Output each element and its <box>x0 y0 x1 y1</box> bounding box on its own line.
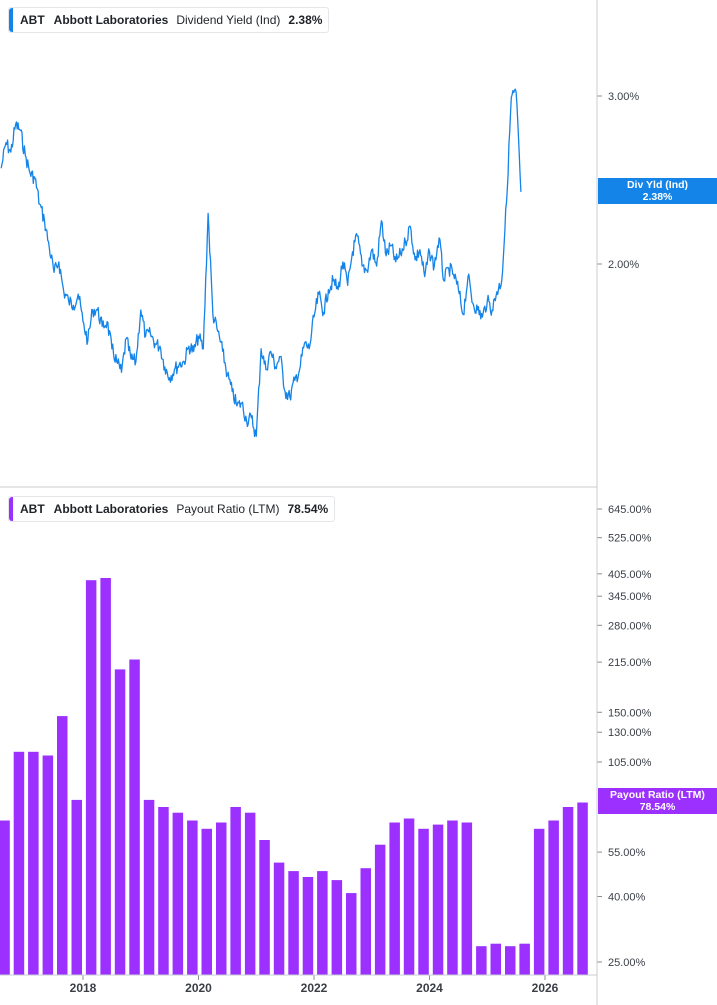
y-tick-label: 55.00% <box>608 847 646 859</box>
dividend-yield-swatch <box>9 8 13 32</box>
payout-ratio-bar <box>519 943 530 975</box>
x-tick-label: 2022 <box>301 981 328 995</box>
x-axis: 2018 2020 2022 2024 2026 <box>70 975 559 995</box>
x-tick-label: 2024 <box>416 981 443 995</box>
dividend-yield-legend[interactable]: ABT Abbott Laboratories Dividend Yield (… <box>8 7 330 33</box>
y-tick-label: 645.00% <box>608 504 652 516</box>
dividend-yield-line <box>0 88 522 438</box>
payout-ratio-bar <box>476 946 487 975</box>
y-tick-label: 40.00% <box>608 891 646 903</box>
x-tick-label: 2020 <box>185 981 212 995</box>
payout-ratio-bar <box>533 828 545 975</box>
payout-ratio-bar <box>562 807 574 975</box>
payout-ratio-bar <box>57 716 68 975</box>
legend-ticker: ABT <box>20 13 45 27</box>
payout-ratio-bar <box>216 822 227 975</box>
dividend-yield-value-tag: Div Yld (Ind) 2.38% <box>598 177 717 204</box>
tag-value: 78.54% <box>639 801 676 814</box>
payout-ratio-value-tag: Payout Ratio (LTM) 78.54% <box>598 788 717 815</box>
y-tick-label: 405.00% <box>608 569 652 581</box>
payout-ratio-bar <box>577 802 588 975</box>
payout-ratio-bar <box>288 871 299 975</box>
y-tick-label: 3.00% <box>608 91 639 103</box>
payout-ratio-bar <box>374 844 386 975</box>
payout-ratio-bar <box>143 799 155 975</box>
x-tick-label: 2018 <box>70 981 97 995</box>
payout-ratio-bar <box>13 751 25 975</box>
payout-ratio-bar <box>129 659 140 975</box>
payout-ratio-bar <box>172 812 184 975</box>
payout-ratio-bar <box>490 943 501 975</box>
payout-ratio-panel: 645.00% 525.00% 405.00% 345.00% 280.00% 215.0… <box>0 504 652 975</box>
payout-ratio-bar <box>505 946 516 975</box>
payout-ratio-bar <box>201 828 212 975</box>
payout-ratio-bar <box>28 751 39 975</box>
legend-metric: Payout Ratio (LTM) <box>176 502 280 516</box>
tag-value: 2.38% <box>642 190 673 203</box>
y-tick-label: 280.00% <box>608 620 652 632</box>
y-tick-label: 105.00% <box>608 757 652 769</box>
payout-ratio-bar <box>346 893 357 975</box>
legend-value: 78.54% <box>287 502 329 516</box>
payout-ratio-legend[interactable]: ABT Abbott Laboratories Payout Ratio (LT… <box>8 496 336 522</box>
dividend-yield-panel: 3.00% 2.00% <box>0 88 639 438</box>
payout-ratio-bar <box>317 871 328 975</box>
payout-ratio-bar <box>114 669 126 975</box>
payout-ratio-bar <box>548 820 559 975</box>
tag-label: Payout Ratio (LTM) <box>610 789 705 802</box>
y-tick-label: 25.00% <box>608 957 646 969</box>
payout-ratio-bar <box>259 840 270 975</box>
legend-company: Abbott Laboratories <box>53 502 169 516</box>
legend-ticker: ABT <box>20 502 45 516</box>
payout-ratio-bar <box>244 812 256 975</box>
legend-metric: Dividend Yield (Ind) <box>176 13 281 27</box>
y-tick-label: 525.00% <box>608 533 652 545</box>
payout-ratio-bar <box>230 807 241 975</box>
payout-ratio-bar <box>85 580 97 975</box>
x-tick-label: 2026 <box>532 981 559 995</box>
payout-ratio-swatch <box>9 497 13 521</box>
payout-ratio-bar <box>100 578 111 975</box>
payout-ratio-bar <box>0 820 10 975</box>
y-tick-label: 130.00% <box>608 727 652 739</box>
tag-label: Div Yld (Ind) <box>626 178 689 191</box>
payout-ratio-bar <box>360 868 371 975</box>
payout-ratio-bar <box>418 828 429 975</box>
payout-ratio-bar <box>71 799 82 975</box>
y-tick-label: 345.00% <box>608 591 652 603</box>
payout-ratio-bar <box>302 877 314 975</box>
y-tick-label: 215.00% <box>608 657 652 669</box>
payout-ratio-bar <box>187 820 198 975</box>
legend-value: 2.38% <box>288 13 323 27</box>
payout-ratio-bar <box>273 862 285 975</box>
payout-ratio-bar <box>447 820 458 975</box>
payout-ratio-bar <box>42 755 54 975</box>
y-tick-label: 2.00% <box>608 259 639 271</box>
payout-ratio-bar <box>389 822 400 975</box>
payout-ratio-bar <box>403 818 415 975</box>
legend-company: Abbott Laboratories <box>53 13 169 27</box>
payout-ratio-bar <box>432 824 444 975</box>
y-tick-label: 150.00% <box>608 707 652 719</box>
payout-ratio-bar <box>331 880 343 975</box>
payout-ratio-bar <box>461 822 473 975</box>
payout-ratio-bar <box>158 807 169 975</box>
